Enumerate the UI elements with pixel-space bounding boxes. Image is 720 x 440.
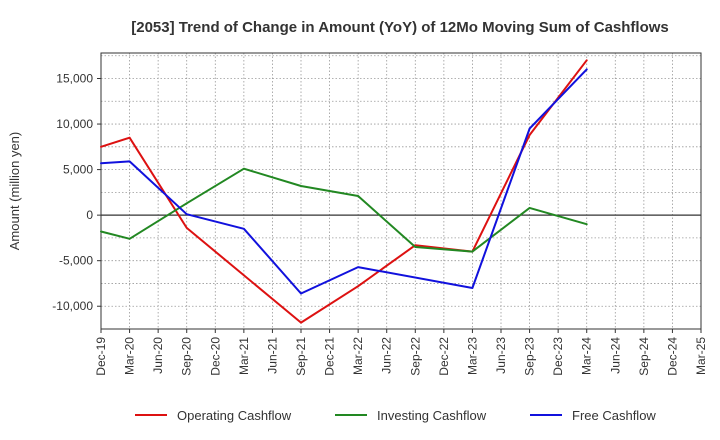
plot-frame (100, 52, 702, 330)
x-tick-label: Mar-23 (465, 337, 479, 375)
x-tick-label: Dec-21 (323, 337, 337, 376)
legend: Operating Cashflow Investing Cashflow Free… (135, 408, 656, 423)
legend-label: Investing Cashflow (377, 408, 487, 423)
x-tick-label: Sep-20 (180, 337, 194, 376)
plot-area: -10,000 -5,000 0 5,000 10,000 15,000 Dec-19 Mar… (52, 52, 708, 376)
legend-item-investing-cashflow: Investing Cashflow (335, 408, 487, 423)
x-tick-label: Jun-24 (608, 337, 622, 374)
x-tick-label: Jun-21 (265, 337, 279, 374)
x-tick-label: Dec-23 (551, 337, 565, 376)
x-tick-label: Sep-23 (523, 337, 537, 376)
legend-label: Free Cashflow (572, 408, 656, 423)
series-line-operating-cashflow (100, 59, 588, 324)
chart-title: [2053] Trend of Change in Amount (YoY) o… (131, 19, 669, 36)
x-tick-label: Dec-22 (437, 337, 451, 376)
y-axis-label: Amount (million yen) (7, 132, 22, 251)
y-tick-label: -5,000 (59, 254, 93, 268)
series-line-free-cashflow (100, 68, 588, 295)
x-tick-label: Dec-20 (208, 337, 222, 376)
y-tick-label: 15,000 (56, 72, 93, 86)
x-tick-label: Sep-21 (294, 337, 308, 376)
x-tick-label: Mar-25 (694, 337, 708, 375)
x-tick-label: Mar-20 (123, 337, 137, 375)
x-tick-label: Mar-21 (237, 337, 251, 375)
plot-background (101, 53, 701, 329)
x-tick-label: Sep-24 (637, 337, 651, 376)
x-tick-label: Mar-22 (351, 337, 365, 375)
legend-item-operating-cashflow: Operating Cashflow (135, 408, 292, 423)
y-tick-label: 0 (86, 208, 93, 222)
legend-item-free-cashflow: Free Cashflow (530, 408, 656, 423)
x-tick-label: Jun-23 (494, 337, 508, 374)
series-line-investing-cashflow (100, 167, 588, 253)
y-tick-label: -10,000 (52, 299, 93, 313)
x-tick-label: Jun-22 (380, 337, 394, 374)
x-tick-label: Dec-24 (665, 337, 679, 376)
y-tick-label: 5,000 (63, 163, 93, 177)
y-tick-label: 10,000 (56, 117, 93, 131)
x-tick-label: Sep-22 (408, 337, 422, 376)
x-tick-label: Mar-24 (580, 337, 594, 375)
x-tick-label: Dec-19 (94, 337, 108, 376)
x-tick-label: Jun-20 (151, 337, 165, 374)
legend-label: Operating Cashflow (177, 408, 292, 423)
